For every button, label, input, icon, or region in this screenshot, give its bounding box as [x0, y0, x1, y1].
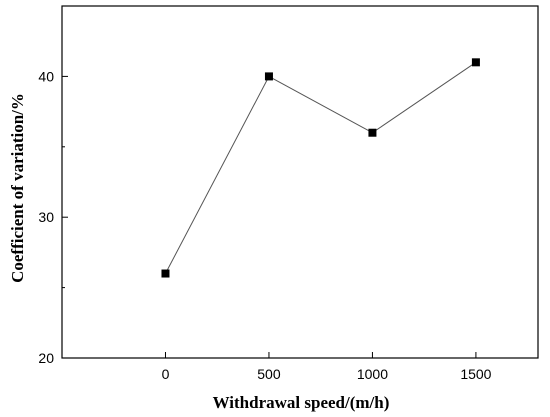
data-point: [264, 72, 273, 81]
x-tick-label: 500: [257, 366, 281, 382]
data-point: [471, 58, 480, 67]
plot-layer: 0 500 1000 1500 20 30 40: [38, 5, 539, 382]
data-point: [161, 269, 170, 278]
x-axis-title: Withdrawal speed/(m/h): [213, 393, 390, 412]
y-tick-label: 40: [38, 68, 54, 84]
series-line: [165, 61, 477, 274]
x-tick-label: 1500: [460, 366, 491, 382]
y-tick-label: 30: [38, 209, 54, 225]
x-tick-label: 1000: [357, 366, 388, 382]
y-tick-label: 20: [38, 350, 54, 366]
x-tick-label: 0: [162, 366, 170, 382]
data-point: [368, 128, 377, 137]
plot-frame: [61, 5, 539, 359]
y-axis-title: Coefficient of variation/%: [8, 93, 27, 283]
